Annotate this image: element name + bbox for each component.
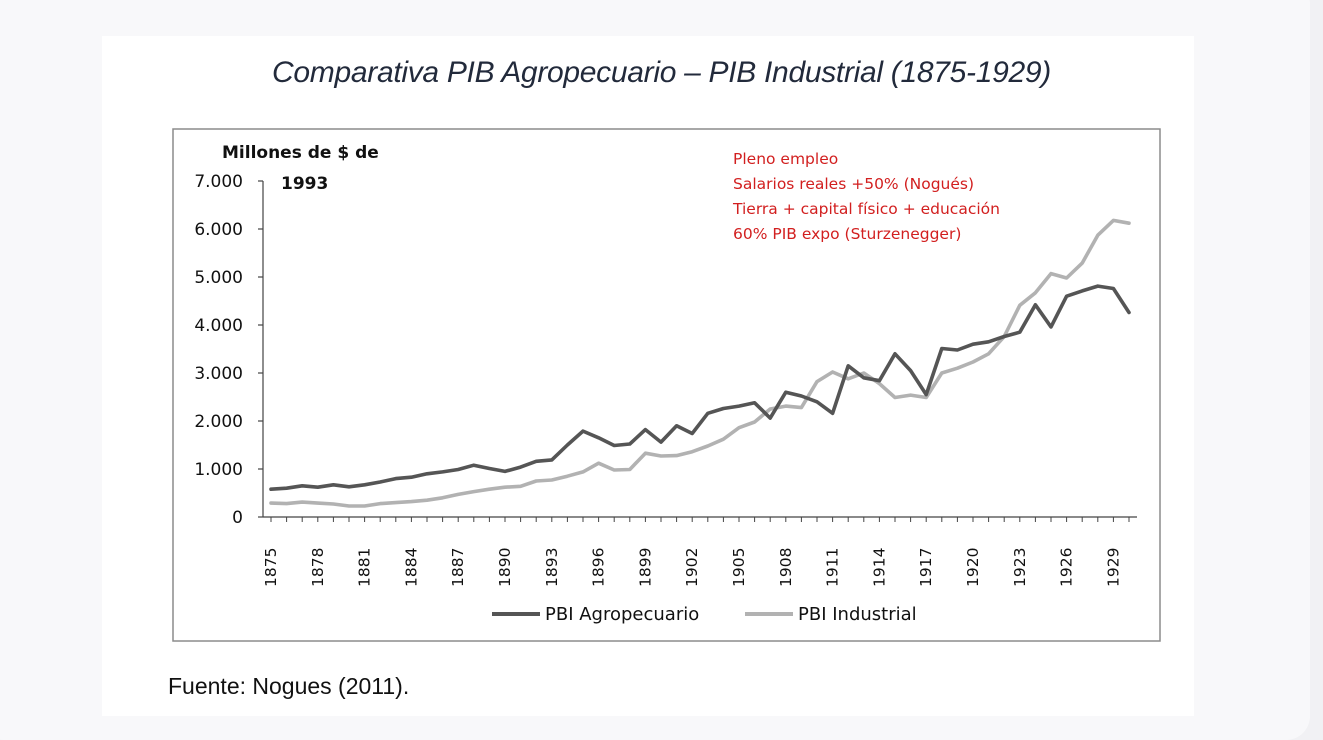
chart-title: Comparativa PIB Agropecuario – PIB Indus… <box>272 56 1051 89</box>
x-tick-label: 1875 <box>262 548 280 587</box>
y-tick-label: 1.000 <box>194 460 243 480</box>
x-tick-label: 1887 <box>449 548 467 587</box>
annotation-4: 60% PIB expo (Sturzenegger) <box>733 225 961 243</box>
x-tick-label: 1923 <box>1011 548 1029 587</box>
x-tick-label: 1884 <box>402 548 420 587</box>
x-tick-label: 1929 <box>1104 548 1122 587</box>
x-tick-label: 1896 <box>590 548 608 587</box>
x-tick-label: 1878 <box>309 548 327 587</box>
y-tick-label: 5.000 <box>194 268 243 288</box>
x-tick-label: 1905 <box>730 548 748 587</box>
x-tick-label: 1926 <box>1058 548 1076 587</box>
legend: PBI Agropecuario PBI Industrial <box>492 604 917 625</box>
y-axis: 0 1.000 2.000 3.000 4.000 5.000 6.000 7.000 <box>194 172 264 528</box>
x-tick-label: 1917 <box>917 548 935 587</box>
chart-svg: Millones de $ de 1993 0 1.000 2.000 3.000 4.… <box>172 128 1161 642</box>
annotation-2: Salarios reales +50% (Nogués) <box>733 175 974 193</box>
x-tick-label: 1911 <box>824 548 842 587</box>
legend-label-industrial: PBI Industrial <box>798 604 917 625</box>
series-line-agropecuario <box>269 284 1131 492</box>
x-tick-label: 1899 <box>636 548 654 587</box>
y-axis-label-line2: 1993 <box>281 174 328 194</box>
y-axis-label-line1: Millones de $ de <box>222 143 379 163</box>
x-tick-label: 1890 <box>496 548 514 587</box>
x-tick-label: 1908 <box>777 548 795 587</box>
x-axis: 1875 1878 1881 1884 1887 1890 1893 1896 1899 1902… <box>262 516 1137 587</box>
y-tick-label: 6.000 <box>194 220 243 240</box>
y-tick-label: 0 <box>232 508 243 528</box>
y-tick-label: 3.000 <box>194 364 243 384</box>
annotation-1: Pleno empleo <box>733 150 838 168</box>
y-tick-label: 2.000 <box>194 412 243 432</box>
annotation-block: Pleno empleo Salarios reales +50% (Nogué… <box>732 150 1000 243</box>
legend-label-agropecuario: PBI Agropecuario <box>545 604 699 625</box>
y-tick-label: 7.000 <box>194 172 243 192</box>
x-tick-label: 1914 <box>870 548 888 587</box>
chart-frame <box>172 128 1161 642</box>
series-lines <box>269 218 1131 508</box>
source-note: Fuente: Nogues (2011). <box>168 673 410 699</box>
y-tick-label: 4.000 <box>194 316 243 336</box>
x-tick-label: 1920 <box>964 548 982 587</box>
x-tick-label: 1881 <box>356 548 374 587</box>
series-line-industrial <box>269 218 1131 508</box>
annotation-3: Tierra + capital físico + educación <box>732 200 1000 218</box>
x-tick-label: 1902 <box>683 548 701 587</box>
x-tick-label: 1893 <box>543 548 561 587</box>
